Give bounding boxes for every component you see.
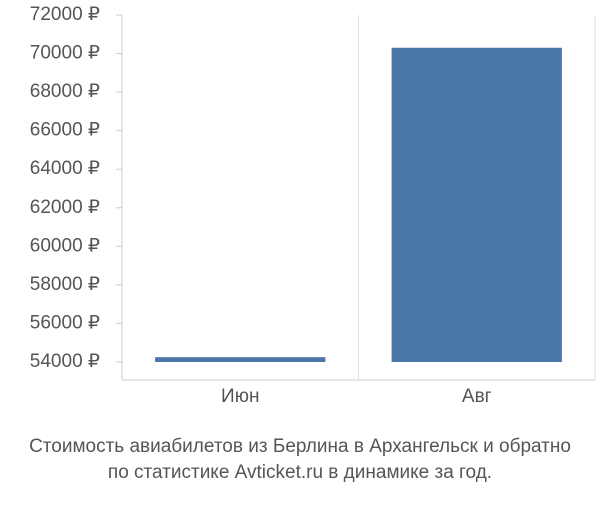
bar bbox=[391, 47, 562, 363]
y-tick-label: 62000 ₽ bbox=[30, 197, 100, 218]
x-tick-label: Авг bbox=[462, 386, 492, 407]
y-tick-label: 70000 ₽ bbox=[30, 43, 100, 64]
y-tick-label: 60000 ₽ bbox=[30, 235, 100, 256]
chart-title: по статистике Avticket.ru в динамике за … bbox=[108, 462, 492, 483]
chart-title: Стоимость авиабилетов из Берлина в Архан… bbox=[29, 436, 571, 457]
y-tick-label: 56000 ₽ bbox=[30, 312, 100, 333]
y-tick-label: 68000 ₽ bbox=[30, 81, 100, 102]
x-tick-label: Июн bbox=[221, 386, 259, 407]
y-tick-label: 72000 ₽ bbox=[30, 4, 100, 25]
bar bbox=[155, 357, 326, 362]
y-tick-label: 66000 ₽ bbox=[30, 120, 100, 141]
y-tick-label: 64000 ₽ bbox=[30, 158, 100, 179]
y-tick-label: 54000 ₽ bbox=[30, 351, 100, 372]
y-tick-label: 58000 ₽ bbox=[30, 274, 100, 295]
